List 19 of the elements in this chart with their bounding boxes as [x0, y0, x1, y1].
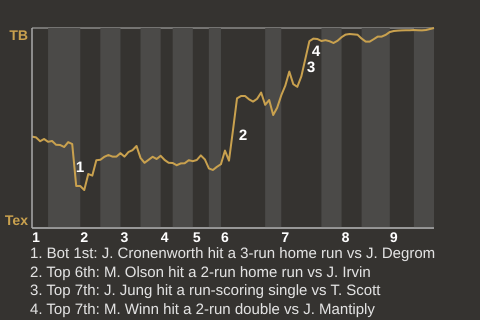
annotation: 3: [306, 59, 316, 76]
text: 1. Bot 1st: J. Cronenworth hit a 3-run home run vs J. Degrom: [30, 245, 436, 264]
x-tick-label: 2: [80, 228, 88, 245]
x-tick-label: 5: [192, 228, 201, 245]
text: 3. Top 7th: J. Jung hit a run-scoring single vs T. Scott: [30, 282, 382, 300]
x-tick-label: 8: [342, 228, 350, 245]
text: TB: [9, 27, 28, 43]
text: 4. Top 7th: M. Winn hit a 2-run double vs J. Mantiply: [30, 300, 376, 319]
x-tick-label: 6: [221, 228, 230, 245]
x-tick-label: 7: [281, 228, 290, 245]
text: Tex: [4, 212, 28, 228]
annotation: 4: [312, 43, 320, 60]
x-tick-label: 4: [160, 228, 169, 245]
x-tick-label: 1: [32, 228, 40, 245]
annotation: 1: [76, 159, 84, 176]
x-tick-label: 9: [390, 228, 398, 245]
x-tick-label: 3: [120, 228, 129, 245]
annotation: 2: [238, 127, 248, 144]
text: 2. Top 6th: M. Olson hit a 2-run home run vs J. Irvin: [30, 264, 372, 282]
